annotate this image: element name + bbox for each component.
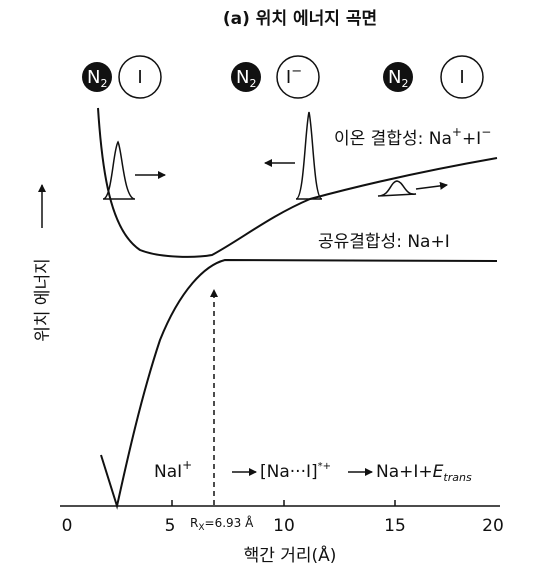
atom-pair-2: N2 I− <box>231 55 320 99</box>
wavepacket-right-arrow <box>415 181 448 190</box>
n2-label: N <box>388 67 401 88</box>
figure-title: (a) 위치 에너지 곡면 <box>223 9 377 29</box>
iodine-atom-icon <box>118 55 162 99</box>
n2-subscript: 2 <box>249 77 256 90</box>
atom-pair-1: N2 I <box>82 55 162 99</box>
svg-text:N2: N2 <box>236 67 256 90</box>
svg-text:N2: N2 <box>87 67 107 90</box>
reaction-start: NaI+ <box>154 458 192 482</box>
wavepacket-right-icon <box>377 180 417 197</box>
n2-atom-icon <box>82 62 112 92</box>
reaction-product: Na+I+Etrans <box>376 462 472 484</box>
iodine-label: I <box>459 67 464 88</box>
wavepacket-middle-icon <box>295 111 323 200</box>
n2-atom-icon <box>383 62 413 92</box>
svg-text:N2: N2 <box>388 67 408 90</box>
x-tick-label-10: 10 <box>273 516 295 536</box>
covalent-curve-label: 공유결합성: Na+I <box>318 232 450 252</box>
x-tick-label-20: 20 <box>482 516 504 536</box>
ionic-curve <box>97 107 498 258</box>
n2-subscript: 2 <box>100 77 107 90</box>
iodide-charge: − <box>291 64 302 79</box>
x-tick-label-0: 0 <box>62 516 73 536</box>
wavepacket-left-icon <box>102 140 136 200</box>
crossing-point-label: RX=6.93 Å <box>190 515 254 533</box>
iodine-label: I <box>137 67 142 88</box>
covalent-curve <box>100 258 498 510</box>
n2-label: N <box>87 67 100 88</box>
iodide-label: I <box>286 67 291 88</box>
x-tick-label-15: 15 <box>384 516 406 536</box>
iodide-atom-icon <box>276 55 320 99</box>
atom-pair-3: N2 I <box>383 55 484 99</box>
svg-text:I−: I− <box>286 64 302 88</box>
x-axis-label: 핵간 거리(Å) <box>244 544 337 566</box>
n2-atom-icon <box>231 62 261 92</box>
ionic-curve-label: 이온 결합성: Na++I− <box>334 125 491 149</box>
x-tick-label-5: 5 <box>165 516 176 536</box>
reaction-intermediate: [Na···I]*+ <box>260 461 331 482</box>
y-axis-label: 위치 에너지 <box>33 258 53 342</box>
n2-label: N <box>236 67 249 88</box>
iodine-atom-icon <box>440 55 484 99</box>
n2-subscript: 2 <box>401 77 408 90</box>
